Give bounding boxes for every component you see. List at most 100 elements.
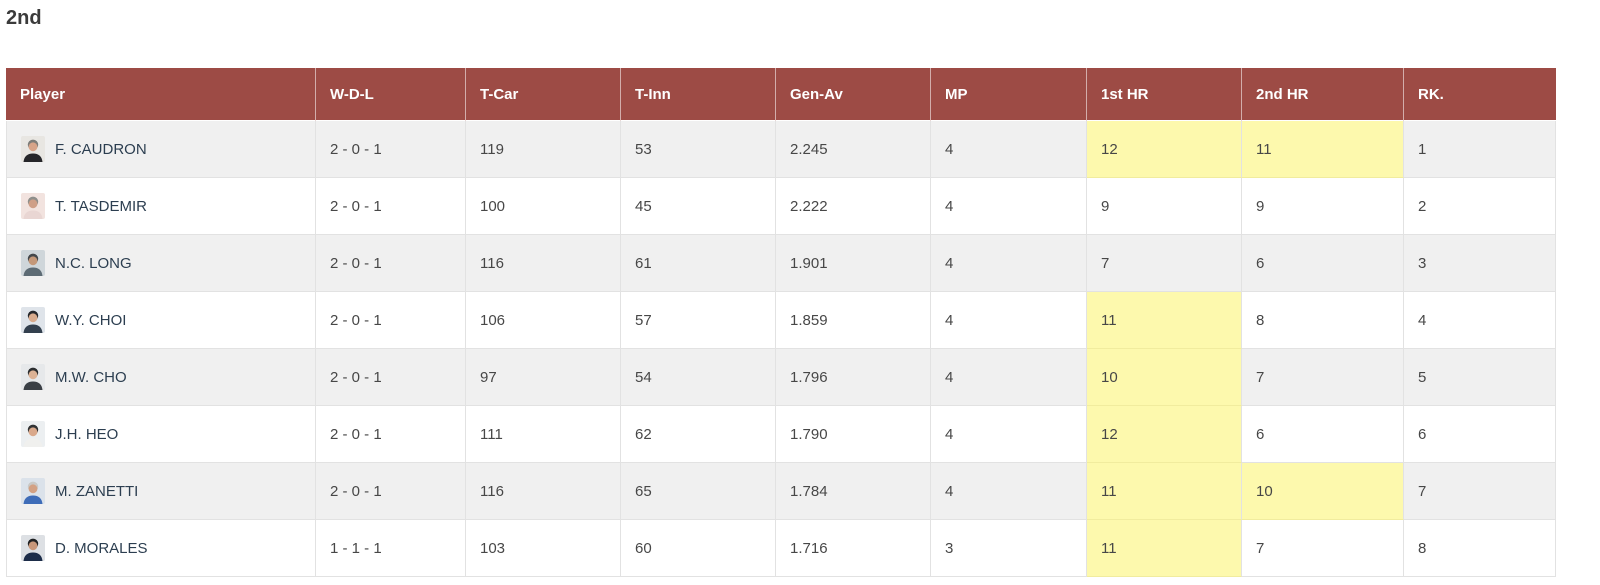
column-header-1st-hr: 1st HR — [1087, 68, 1242, 121]
player-cell: D. MORALES — [6, 520, 316, 577]
player-avatar-icon — [21, 478, 45, 504]
t-inn-cell: 61 — [621, 235, 776, 292]
column-header-rank: RK. — [1404, 68, 1556, 121]
wdl-cell: 2 - 0 - 1 — [316, 292, 466, 349]
player-cell: M.W. CHO — [6, 349, 316, 406]
first-hr-cell: 10 — [1087, 349, 1242, 406]
t-inn-cell: 57 — [621, 292, 776, 349]
player-avatar-icon — [21, 421, 45, 447]
t-car-cell: 111 — [466, 406, 621, 463]
gen-av-cell: 1.716 — [776, 520, 931, 577]
column-header-player: Player — [6, 68, 316, 121]
table-row: W.Y. CHOI 2 - 0 - 1 106 57 1.859 4 11 8 4 — [6, 292, 1556, 349]
table-row: M. ZANETTI 2 - 0 - 1 116 65 1.784 4 11 10 7 — [6, 463, 1556, 520]
second-hr-cell: 11 — [1242, 121, 1404, 178]
table-row: N.C. LONG 2 - 0 - 1 116 61 1.901 4 7 6 3 — [6, 235, 1556, 292]
table-header: Player W-D-L T-Car T-Inn Gen-Av MP 1st H… — [6, 68, 1556, 121]
player-name-link[interactable]: M. ZANETTI — [55, 482, 139, 500]
mp-cell: 4 — [931, 292, 1087, 349]
gen-av-cell: 1.901 — [776, 235, 931, 292]
player-avatar-icon — [21, 193, 45, 219]
player-cell: T. TASDEMIR — [6, 178, 316, 235]
gen-av-cell: 2.222 — [776, 178, 931, 235]
rank-cell: 8 — [1404, 520, 1556, 577]
player-avatar-icon — [21, 250, 45, 276]
second-hr-cell: 6 — [1242, 235, 1404, 292]
player-name-link[interactable]: D. MORALES — [55, 539, 148, 557]
gen-av-cell: 2.245 — [776, 121, 931, 178]
table-body: F. CAUDRON 2 - 0 - 1 119 53 2.245 4 12 11 1 T. TA… — [6, 121, 1556, 577]
gen-av-cell: 1.784 — [776, 463, 931, 520]
first-hr-cell: 12 — [1087, 121, 1242, 178]
mp-cell: 4 — [931, 406, 1087, 463]
table-row: M.W. CHO 2 - 0 - 1 97 54 1.796 4 10 7 5 — [6, 349, 1556, 406]
wdl-cell: 2 - 0 - 1 — [316, 121, 466, 178]
player-avatar-icon — [21, 364, 45, 390]
t-car-cell: 97 — [466, 349, 621, 406]
t-car-cell: 103 — [466, 520, 621, 577]
rank-cell: 2 — [1404, 178, 1556, 235]
second-hr-cell: 7 — [1242, 349, 1404, 406]
player-cell: F. CAUDRON — [6, 121, 316, 178]
t-car-cell: 100 — [466, 178, 621, 235]
wdl-cell: 2 - 0 - 1 — [316, 178, 466, 235]
t-inn-cell: 60 — [621, 520, 776, 577]
first-hr-cell: 11 — [1087, 463, 1242, 520]
first-hr-cell: 9 — [1087, 178, 1242, 235]
mp-cell: 4 — [931, 463, 1087, 520]
first-hr-cell: 11 — [1087, 520, 1242, 577]
table-row: D. MORALES 1 - 1 - 1 103 60 1.716 3 11 7 8 — [6, 520, 1556, 577]
player-cell: N.C. LONG — [6, 235, 316, 292]
rank-cell: 3 — [1404, 235, 1556, 292]
mp-cell: 4 — [931, 178, 1087, 235]
rank-cell: 5 — [1404, 349, 1556, 406]
rank-cell: 4 — [1404, 292, 1556, 349]
second-hr-cell: 7 — [1242, 520, 1404, 577]
player-cell: W.Y. CHOI — [6, 292, 316, 349]
second-hr-cell: 10 — [1242, 463, 1404, 520]
table-row: F. CAUDRON 2 - 0 - 1 119 53 2.245 4 12 11 1 — [6, 121, 1556, 178]
player-name-link[interactable]: M.W. CHO — [55, 368, 127, 386]
t-car-cell: 116 — [466, 235, 621, 292]
column-header-gen-av: Gen-Av — [776, 68, 931, 121]
player-cell: M. ZANETTI — [6, 463, 316, 520]
player-name-link[interactable]: F. CAUDRON — [55, 140, 147, 158]
wdl-cell: 2 - 0 - 1 — [316, 235, 466, 292]
rank-cell: 1 — [1404, 121, 1556, 178]
second-hr-cell: 8 — [1242, 292, 1404, 349]
player-name-link[interactable]: N.C. LONG — [55, 254, 132, 272]
t-car-cell: 106 — [466, 292, 621, 349]
player-name-link[interactable]: W.Y. CHOI — [55, 311, 127, 329]
t-inn-cell: 62 — [621, 406, 776, 463]
rank-cell: 7 — [1404, 463, 1556, 520]
first-hr-cell: 7 — [1087, 235, 1242, 292]
t-inn-cell: 54 — [621, 349, 776, 406]
first-hr-cell: 11 — [1087, 292, 1242, 349]
rank-cell: 6 — [1404, 406, 1556, 463]
column-header-2nd-hr: 2nd HR — [1242, 68, 1404, 121]
column-header-t-car: T-Car — [466, 68, 621, 121]
table-row: T. TASDEMIR 2 - 0 - 1 100 45 2.222 4 9 9 2 — [6, 178, 1556, 235]
t-car-cell: 116 — [466, 463, 621, 520]
gen-av-cell: 1.859 — [776, 292, 931, 349]
second-hr-cell: 6 — [1242, 406, 1404, 463]
player-name-link[interactable]: J.H. HEO — [55, 425, 119, 443]
wdl-cell: 2 - 0 - 1 — [316, 349, 466, 406]
column-header-t-inn: T-Inn — [621, 68, 776, 121]
t-inn-cell: 65 — [621, 463, 776, 520]
section-title: 2nd — [6, 7, 42, 29]
wdl-cell: 2 - 0 - 1 — [316, 406, 466, 463]
gen-av-cell: 1.790 — [776, 406, 931, 463]
mp-cell: 4 — [931, 349, 1087, 406]
standings-table: Player W-D-L T-Car T-Inn Gen-Av MP 1st H… — [6, 68, 1556, 577]
player-avatar-icon — [21, 136, 45, 162]
wdl-cell: 1 - 1 - 1 — [316, 520, 466, 577]
table-row: J.H. HEO 2 - 0 - 1 111 62 1.790 4 12 6 6 — [6, 406, 1556, 463]
player-avatar-icon — [21, 535, 45, 561]
column-header-mp: MP — [931, 68, 1087, 121]
player-cell: J.H. HEO — [6, 406, 316, 463]
player-name-link[interactable]: T. TASDEMIR — [55, 197, 147, 215]
t-inn-cell: 53 — [621, 121, 776, 178]
mp-cell: 4 — [931, 235, 1087, 292]
t-car-cell: 119 — [466, 121, 621, 178]
